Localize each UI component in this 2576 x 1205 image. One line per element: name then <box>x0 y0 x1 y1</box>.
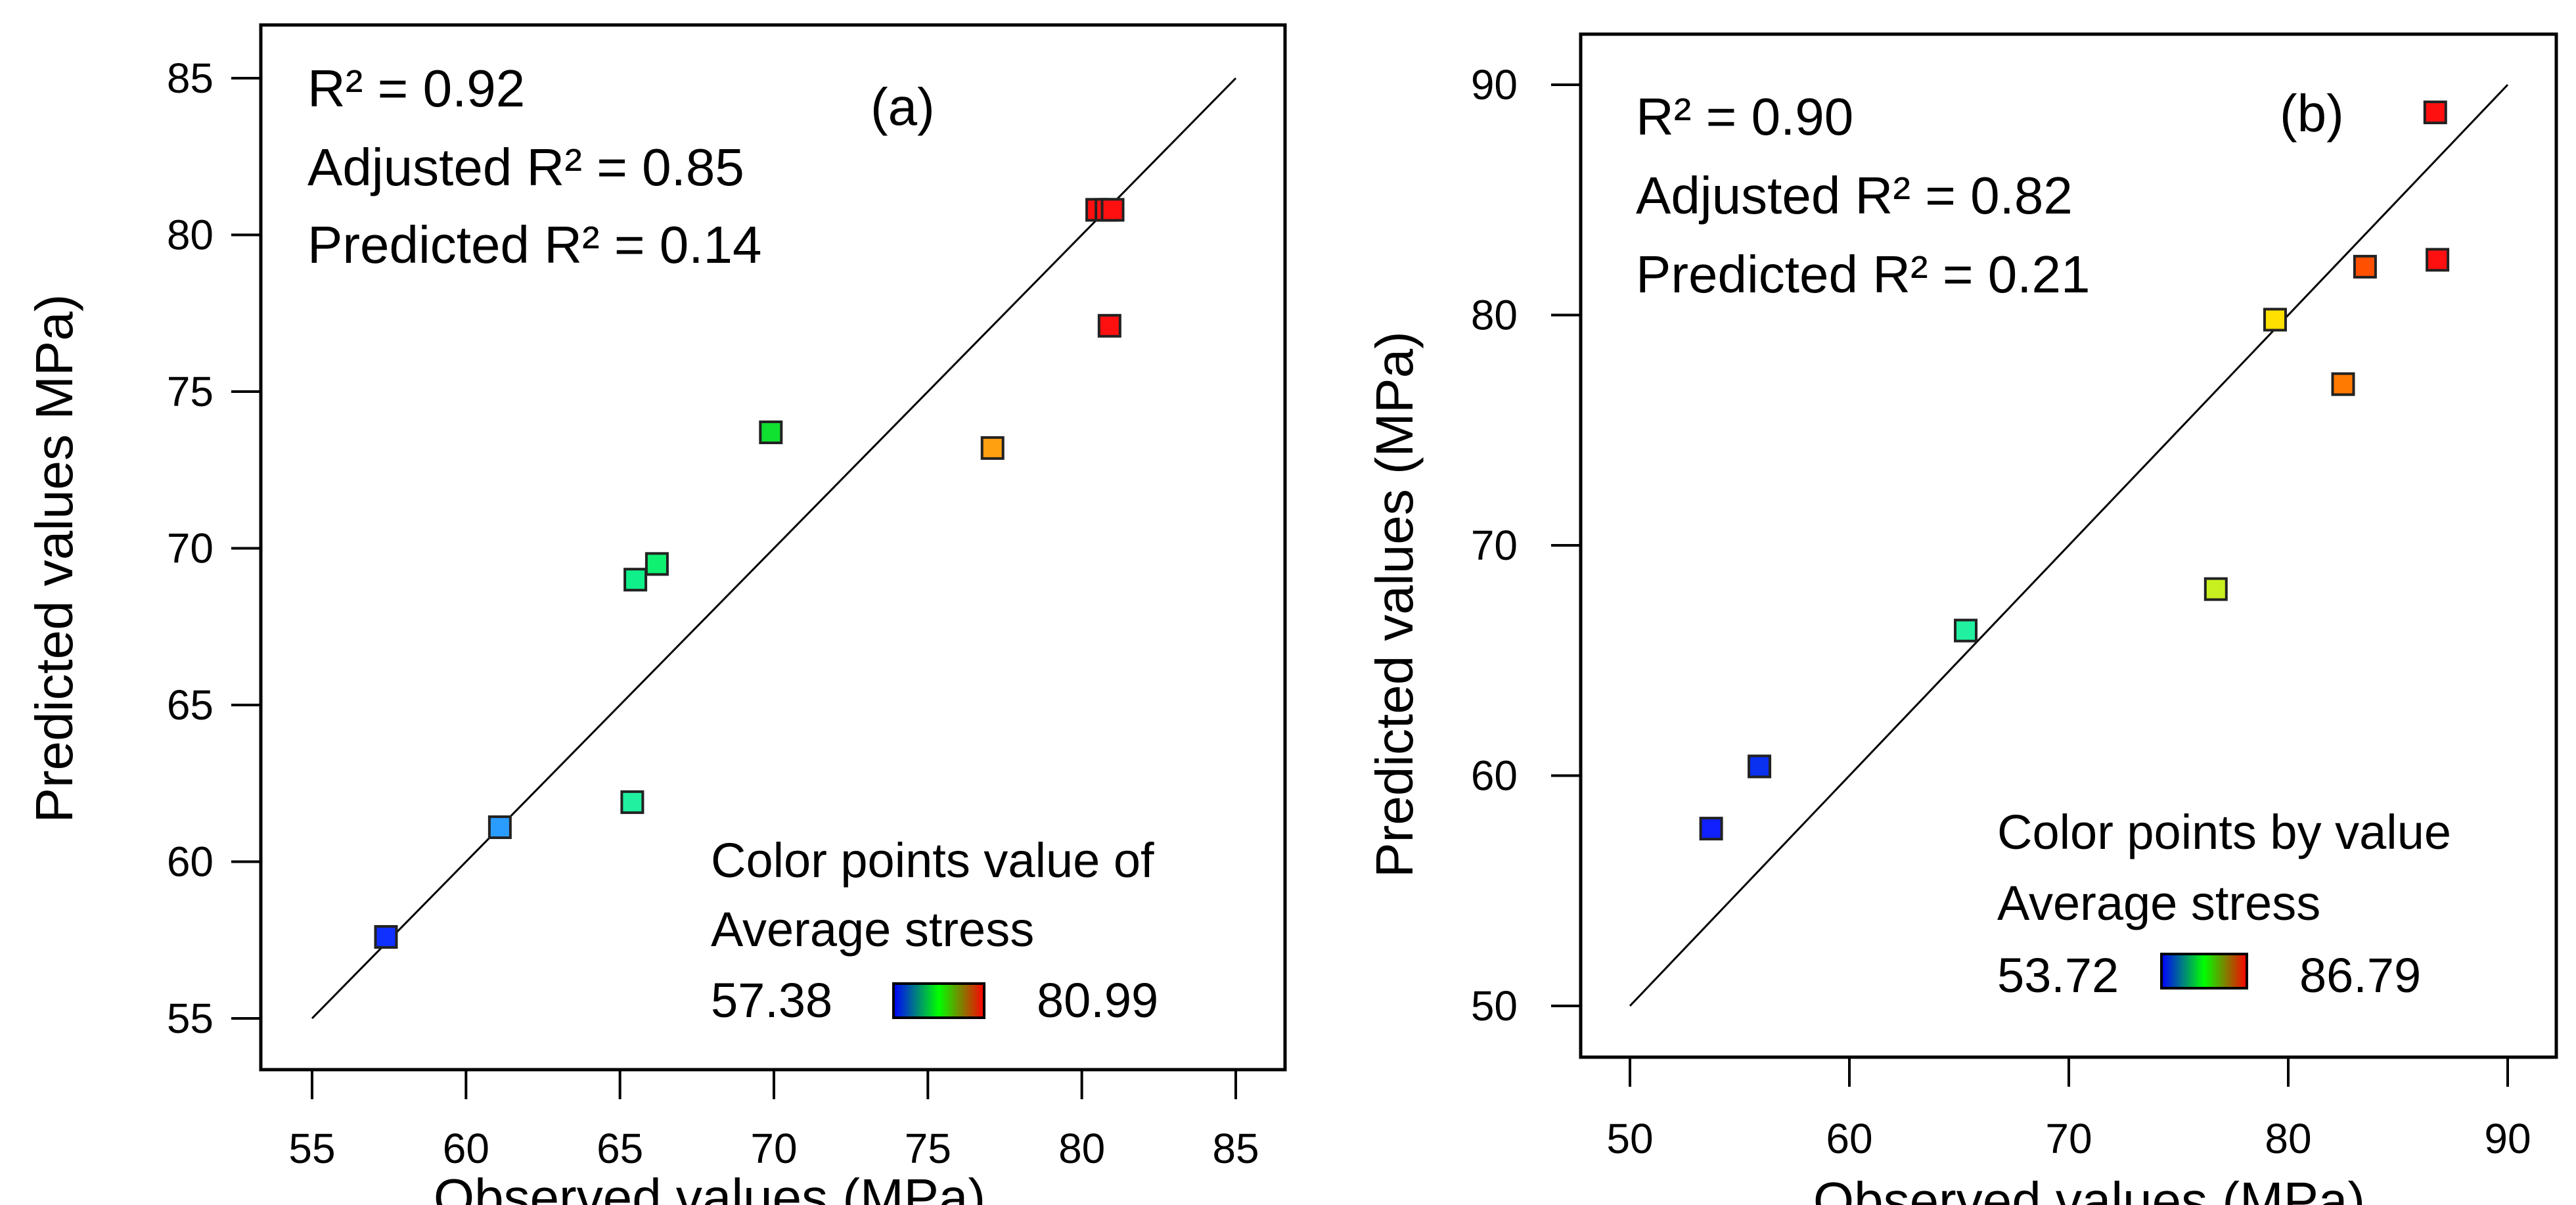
y-tick-label: 60 <box>167 838 214 886</box>
r2-label: R² = 0.90 <box>1636 87 1853 146</box>
adjusted-r2-label: Adjusted R² = 0.85 <box>307 138 744 196</box>
axis-ticks: 55 60 65 70 75 80 85 55 60 65 70 75 80 85 <box>167 55 1259 1172</box>
data-point <box>1699 817 1723 841</box>
legend-title: Color points by value <box>1997 805 2451 859</box>
data-point <box>2203 577 2228 601</box>
legend-subtitle: Average stress <box>711 902 1034 957</box>
r2-label: R² = 0.92 <box>307 59 525 118</box>
x-tick-label: 90 <box>2484 1115 2531 1162</box>
data-point <box>980 436 1005 460</box>
data-point <box>1100 198 1125 222</box>
y-tick-label: 80 <box>1471 292 1518 339</box>
legend-min: 57.38 <box>711 973 832 1028</box>
predicted-r2-label: Predicted R² = 0.14 <box>307 216 761 274</box>
data-point <box>487 815 512 840</box>
reference-line <box>1629 83 2509 1007</box>
legend-max: 80.99 <box>1037 973 1158 1028</box>
data-points <box>1699 101 2450 841</box>
data-point <box>759 421 783 445</box>
y-tick-label: 50 <box>1471 982 1518 1030</box>
y-axis-title: Predicted values (MPa) <box>1365 331 1424 877</box>
data-point <box>623 568 648 592</box>
legend-max: 86.79 <box>2299 948 2421 1003</box>
x-axis-title: Observed values (MPa) <box>1813 1171 2365 1205</box>
adjusted-r2-label: Adjusted R² = 0.82 <box>1636 166 2073 225</box>
x-tick-label: 50 <box>1606 1115 1653 1162</box>
data-point <box>620 790 644 814</box>
x-axis-title: Observed values (MPa) <box>434 1168 985 1205</box>
y-tick-label: 70 <box>167 525 214 572</box>
color-scale-bar <box>2160 953 2248 989</box>
data-points <box>374 198 1125 949</box>
data-point <box>2263 307 2287 332</box>
predicted-r2-label: Predicted R² = 0.21 <box>1636 245 2090 304</box>
data-point <box>1748 754 1772 779</box>
data-point <box>1097 313 1121 338</box>
data-point <box>1954 618 1978 643</box>
legend-min: 53.72 <box>1997 948 2119 1003</box>
y-tick-label: 85 <box>167 55 214 102</box>
data-point <box>2353 254 2377 279</box>
panel-b: 50 60 70 80 90 50 60 70 80 90 R² = 0.90 Adjusted … <box>1365 32 2558 1205</box>
x-tick-label: 55 <box>288 1125 335 1172</box>
data-point <box>374 924 398 949</box>
data-point <box>2331 372 2355 396</box>
data-point <box>644 552 669 576</box>
y-axis-title: Predicted values MPa) <box>25 294 83 823</box>
y-tick-label: 90 <box>1471 61 1518 108</box>
color-scale-bar <box>892 982 985 1019</box>
data-point <box>2426 248 2450 272</box>
x-tick-label: 70 <box>2045 1115 2092 1162</box>
panel-label: (b) <box>2280 84 2344 143</box>
data-point <box>2423 101 2447 125</box>
y-tick-label: 75 <box>167 368 214 415</box>
legend-title: Color points value of <box>711 833 1154 888</box>
y-tick-label: 70 <box>1471 522 1518 569</box>
y-tick-label: 55 <box>167 995 214 1042</box>
x-tick-label: 60 <box>443 1125 489 1172</box>
panel-label: (a) <box>870 78 935 136</box>
panel-a: 55 60 65 70 75 80 85 55 60 65 70 75 80 85 R² = 0.92 A… <box>25 23 1287 1205</box>
reference-line <box>311 77 1237 1020</box>
x-tick-label: 80 <box>1058 1125 1105 1172</box>
x-tick-label: 75 <box>905 1125 951 1172</box>
x-tick-label: 80 <box>2265 1115 2311 1162</box>
x-tick-label: 65 <box>597 1125 643 1172</box>
legend-subtitle: Average stress <box>1997 876 2320 930</box>
x-tick-label: 70 <box>750 1125 797 1172</box>
y-tick-label: 65 <box>167 681 214 729</box>
x-tick-label: 85 <box>1212 1125 1259 1172</box>
y-tick-label: 80 <box>167 212 214 259</box>
x-tick-label: 60 <box>1826 1115 1872 1162</box>
axis-ticks: 50 60 70 80 90 50 60 70 80 90 <box>1471 61 2531 1162</box>
y-tick-label: 60 <box>1471 752 1518 800</box>
